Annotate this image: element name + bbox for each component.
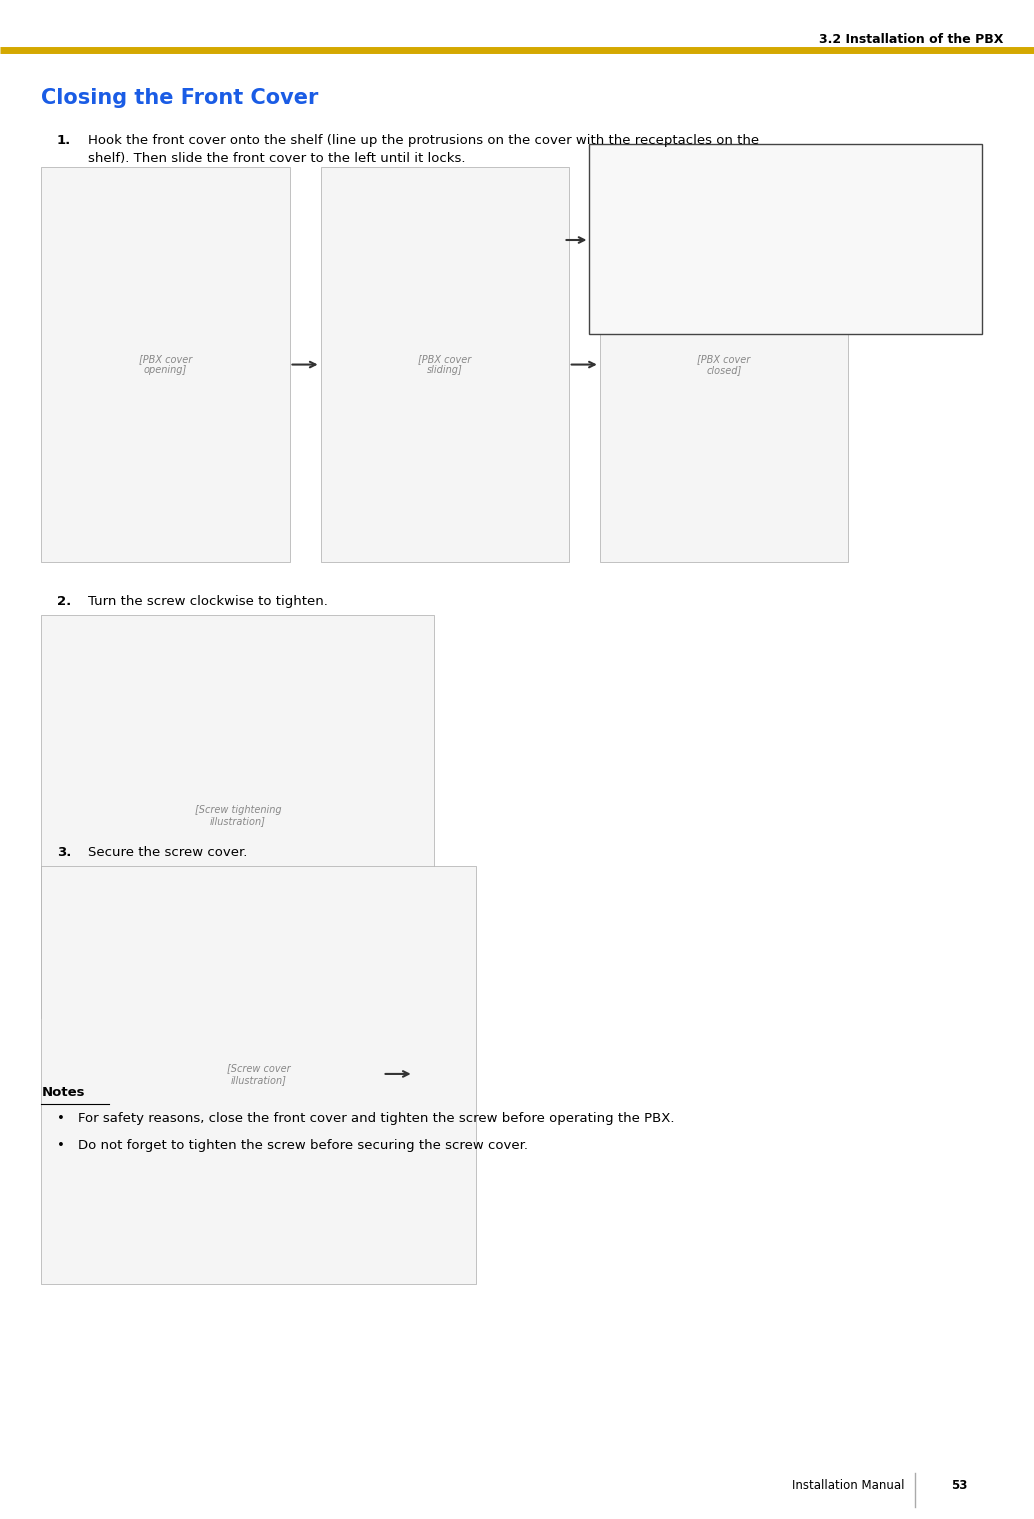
- Text: Closing the Front Cover: Closing the Front Cover: [41, 88, 318, 108]
- Text: Hook the front cover onto the shelf (line up the protrusions on the cover with t: Hook the front cover onto the shelf (lin…: [88, 134, 759, 164]
- Text: [Screw tightening
illustration]: [Screw tightening illustration]: [194, 805, 281, 826]
- Text: Notes: Notes: [41, 1086, 85, 1100]
- Text: 3.: 3.: [57, 846, 71, 860]
- Text: 3.2 Installation of the PBX: 3.2 Installation of the PBX: [819, 33, 1003, 47]
- FancyBboxPatch shape: [41, 866, 476, 1284]
- Text: •: •: [57, 1139, 65, 1153]
- Text: [PBX cover
sliding]: [PBX cover sliding]: [418, 354, 472, 375]
- Text: [PBX cover
closed]: [PBX cover closed]: [697, 354, 751, 375]
- Text: [PBX cover
opening]: [PBX cover opening]: [139, 354, 192, 375]
- Text: [Screw cover
illustration]: [Screw cover illustration]: [226, 1063, 291, 1085]
- FancyBboxPatch shape: [41, 167, 290, 562]
- Text: 2.: 2.: [57, 595, 71, 609]
- Text: Turn the screw clockwise to tighten.: Turn the screw clockwise to tighten.: [88, 595, 328, 609]
- FancyBboxPatch shape: [600, 167, 848, 562]
- Text: 53: 53: [951, 1478, 968, 1492]
- FancyBboxPatch shape: [41, 615, 434, 1018]
- Text: •: •: [57, 1112, 65, 1126]
- FancyBboxPatch shape: [589, 144, 982, 334]
- Text: Secure the screw cover.: Secure the screw cover.: [88, 846, 247, 860]
- Text: For safety reasons, close the front cover and tighten the screw before operating: For safety reasons, close the front cove…: [78, 1112, 674, 1126]
- Text: 1.: 1.: [57, 134, 71, 147]
- FancyBboxPatch shape: [321, 167, 569, 562]
- Text: Do not forget to tighten the screw before securing the screw cover.: Do not forget to tighten the screw befor…: [78, 1139, 527, 1153]
- Text: Installation Manual: Installation Manual: [792, 1478, 905, 1492]
